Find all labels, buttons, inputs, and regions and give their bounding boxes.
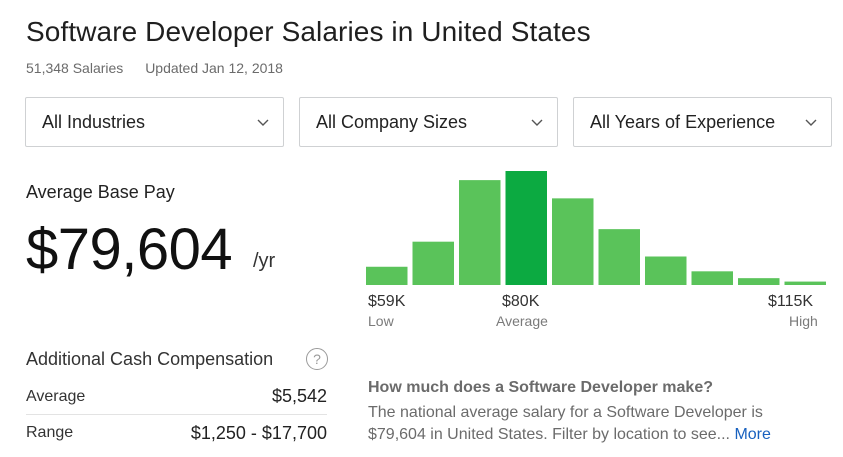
cash-average-value: $5,542 bbox=[271, 386, 327, 406]
faq-answer: The national average salary for a Softwa… bbox=[368, 404, 763, 443]
histogram-bar bbox=[598, 229, 640, 285]
help-icon[interactable]: ? bbox=[306, 348, 328, 370]
histogram-bar bbox=[412, 241, 454, 285]
experience-filter-label: All Years of Experience bbox=[590, 111, 776, 132]
experience-filter-dropdown[interactable]: All Years of Experience bbox=[573, 97, 832, 147]
updated-date: Updated Jan 12, 2018 bbox=[145, 60, 283, 76]
tick-average-value: $80K bbox=[502, 293, 540, 310]
histogram-bar-average bbox=[505, 171, 547, 285]
cash-range-label: Range bbox=[26, 424, 74, 441]
cash-average-label: Average bbox=[26, 387, 86, 405]
histogram-bar bbox=[645, 256, 687, 285]
tick-average-label: Average bbox=[496, 313, 548, 329]
average-base-pay-amount: $79,604 bbox=[26, 217, 233, 282]
histogram-bar bbox=[691, 271, 733, 285]
tick-low-value: $59K bbox=[368, 293, 406, 310]
company-size-filter-label: All Company Sizes bbox=[316, 111, 468, 132]
average-base-pay-label: Average Base Pay bbox=[26, 182, 175, 202]
chevron-down-icon bbox=[805, 119, 817, 126]
salary-distribution-chart bbox=[366, 171, 826, 285]
chevron-down-icon bbox=[531, 119, 543, 126]
histogram-bar bbox=[459, 180, 501, 285]
tick-high-label: High bbox=[789, 313, 818, 329]
histogram-bar bbox=[366, 266, 408, 285]
salary-count: 51,348 Salaries bbox=[26, 60, 124, 76]
histogram-bar bbox=[784, 281, 826, 285]
more-link[interactable]: More bbox=[734, 426, 771, 443]
pay-unit: /yr bbox=[253, 250, 276, 272]
cash-average-row: Average $5,542 bbox=[26, 379, 327, 415]
tick-low-label: Low bbox=[368, 313, 394, 329]
chevron-down-icon bbox=[257, 119, 269, 126]
faq-answer-block: The national average salary for a Softwa… bbox=[368, 402, 808, 446]
page-title: Software Developer Salaries in United St… bbox=[26, 16, 591, 47]
industry-filter-dropdown[interactable]: All Industries bbox=[25, 97, 284, 147]
tick-high-value: $115K bbox=[768, 293, 814, 310]
cash-range-row: Range $1,250 - $17,700 bbox=[26, 415, 327, 451]
industry-filter-label: All Industries bbox=[42, 111, 146, 132]
cash-range-value: $1,250 - $17,700 bbox=[190, 422, 327, 443]
faq-question: How much does a Software Developer make? bbox=[368, 379, 713, 396]
histogram-bar bbox=[552, 198, 594, 285]
histogram-bar bbox=[738, 278, 780, 285]
company-size-filter-dropdown[interactable]: All Company Sizes bbox=[299, 97, 558, 147]
additional-cash-label: Additional Cash Compensation bbox=[26, 349, 274, 369]
page-meta: 51,348 Salaries Updated Jan 12, 2018 bbox=[26, 60, 283, 76]
